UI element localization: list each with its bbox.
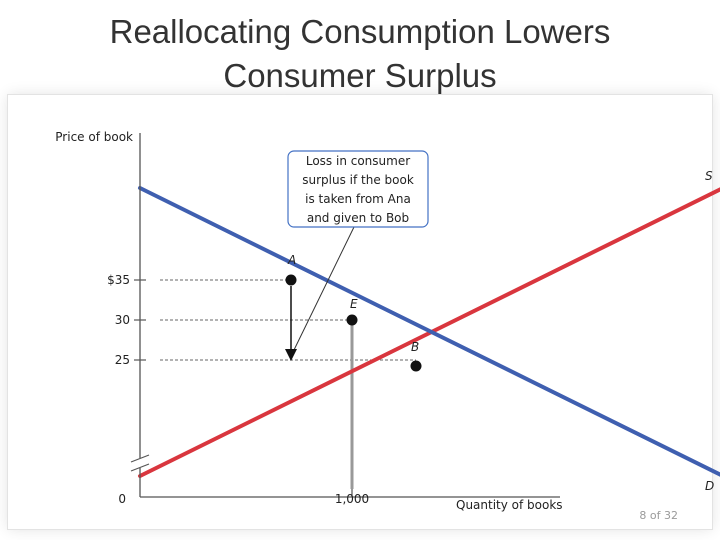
supply-label: S [705, 169, 713, 183]
point-label-a: A [287, 253, 296, 267]
axis-break-mark [130, 454, 150, 463]
point-label-e: E [350, 297, 358, 311]
slide-title-line-2: Consumer Surplus [223, 57, 497, 94]
x-axis-label: Quantity of books [456, 498, 563, 512]
x-tick-label: 0 [118, 492, 126, 506]
slide-title-line-1: Reallocating Consumption Lowers [109, 13, 611, 50]
callout-pointer [292, 226, 355, 353]
y-tick-label: 25 [115, 353, 130, 367]
callout-text: Loss in consumer [306, 154, 410, 168]
callout-box [287, 150, 429, 228]
page-number: 8 of 32 [639, 509, 678, 522]
axis-break-mark [130, 463, 150, 472]
point-a [285, 274, 297, 286]
slide-title: Reallocating Consumption Lowers Consumer… [0, 10, 720, 98]
demand-label: D [705, 479, 714, 493]
demand-curve [138, 186, 720, 477]
y-axis-label: Price of book [55, 130, 133, 144]
point-b [410, 360, 422, 372]
callout-text: surplus if the book [302, 173, 414, 187]
point-label-b: B [411, 340, 419, 354]
callout-text: and given to Bob [307, 211, 409, 225]
callout-text: is taken from Ana [305, 192, 411, 206]
point-e [346, 314, 358, 326]
x-tick-label: 1,000 [335, 492, 369, 506]
y-tick-label: $35 [107, 273, 130, 287]
y-tick-label: 30 [115, 313, 130, 327]
